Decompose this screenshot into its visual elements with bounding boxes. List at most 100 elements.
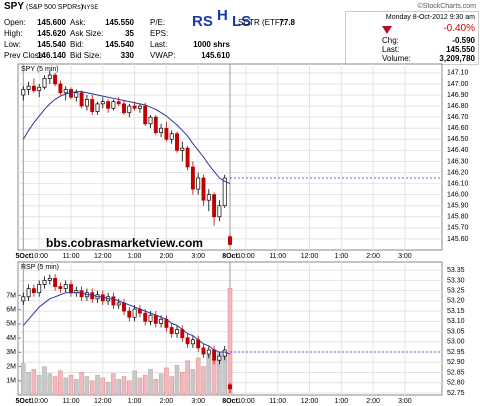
volume-bar <box>201 366 206 396</box>
y-tick-label: 146.80 <box>447 103 469 110</box>
candle-body <box>228 236 232 245</box>
quote-label: SCTR (ETF): <box>238 18 285 27</box>
candle-body <box>180 147 185 151</box>
candle-body <box>206 349 211 355</box>
quote-label: Low: <box>4 40 21 49</box>
candle-body <box>164 127 169 140</box>
quote-value: 145.540 <box>105 40 134 49</box>
candle-body <box>153 314 158 324</box>
y-tick-label: 146.10 <box>447 180 469 187</box>
y-tick-label: 146.50 <box>447 136 469 143</box>
moving-average <box>22 292 231 355</box>
volume-bar <box>63 377 68 396</box>
y2-tick-label: 6M <box>6 306 16 313</box>
candle-body <box>47 278 52 281</box>
y2-tick-label: 4M <box>6 335 16 342</box>
x-tick-label: 12:00 <box>94 398 112 405</box>
quote-label: Last: <box>150 40 168 49</box>
candle-body <box>79 290 84 298</box>
volume-bar <box>185 360 190 396</box>
pattern-part: RS <box>192 13 213 30</box>
candle-body <box>212 194 217 218</box>
volume-bar <box>164 367 169 396</box>
y-tick-label: 52.85 <box>447 369 465 376</box>
quote-label: Ask Size: <box>70 29 104 38</box>
volume-bar <box>121 376 127 396</box>
candle-body <box>190 339 195 345</box>
candle-body <box>63 284 68 289</box>
quote-value: 330 <box>120 51 134 60</box>
quote-label: Ask: <box>70 18 86 27</box>
y-tick-label: 145.70 <box>447 225 469 232</box>
x-tick-label: 11:00 <box>269 253 286 260</box>
y-tick-label: 146.60 <box>447 125 469 132</box>
y-tick-label: 53.30 <box>447 277 465 284</box>
candle-body <box>90 292 95 300</box>
y-tick-label: 53.05 <box>447 328 465 335</box>
volume-bar <box>127 380 132 396</box>
volume-bar <box>195 357 201 396</box>
candle-body <box>31 288 36 294</box>
quote-value: 145.620 <box>37 29 66 38</box>
quote-value: 1000 shrs <box>193 40 230 49</box>
y2-tick-label: 7M <box>6 292 16 299</box>
candle-body <box>79 92 84 107</box>
candle-body <box>159 127 164 133</box>
summary-value: -0.590 <box>452 36 475 45</box>
volume-bar <box>105 381 111 396</box>
y-tick-label: 53.00 <box>447 339 465 346</box>
candle-body <box>143 312 148 322</box>
x-tick-label: 3:00 <box>191 398 205 405</box>
y-tick-label: 145.90 <box>447 203 469 210</box>
candle-body <box>37 284 42 294</box>
down-arrow <box>382 26 392 34</box>
candle-body <box>122 302 126 312</box>
x-tick-label: 1:00 <box>334 398 348 405</box>
x-tick-label: 10:00 <box>30 253 48 260</box>
x-tick-label: 11:00 <box>63 398 80 405</box>
volume-bar <box>111 373 116 396</box>
quote-label: Prev Close: <box>4 51 46 60</box>
quote-value: 146.140 <box>37 51 66 60</box>
volume-bar <box>58 370 63 396</box>
y-tick-label: 52.95 <box>447 349 465 356</box>
quote-label: Bid Size: <box>70 51 102 60</box>
candle-body <box>116 302 121 306</box>
x-tick-label: 10:00 <box>30 398 48 405</box>
volume-bar <box>158 373 164 396</box>
candle-body <box>58 83 63 94</box>
x-tick-label: 12:00 <box>301 253 319 260</box>
candle-body <box>26 85 31 90</box>
candle-body <box>37 86 42 91</box>
quote-value: 35 <box>125 29 134 38</box>
x-tick-label: 3:00 <box>398 398 412 405</box>
quote-label: Bid: <box>70 40 84 49</box>
y2-tick-label: 1M <box>6 378 16 385</box>
x-tick-label: 11:00 <box>269 398 286 405</box>
x-tick-label: 5Oct <box>16 253 32 260</box>
panel-title: SPY (5 min) <box>21 66 59 73</box>
candle-body <box>42 78 47 88</box>
y-tick-label: 53.25 <box>447 287 465 294</box>
y-tick-label: 145.80 <box>447 214 469 221</box>
x-tick-label: 1:00 <box>128 253 142 260</box>
volume-bar <box>211 359 217 396</box>
volume-bar <box>116 379 121 396</box>
y-tick-label: 147.10 <box>447 70 469 77</box>
volume-bar <box>26 371 31 396</box>
volume-bar <box>180 371 185 396</box>
candle-body <box>175 329 179 334</box>
y-tick-label: 146.20 <box>447 169 469 176</box>
pattern-label: RS H LS <box>192 8 251 30</box>
y-tick-label: 52.80 <box>447 380 465 387</box>
candle-body <box>159 318 164 324</box>
candle-body <box>206 194 211 201</box>
candle-body <box>111 296 116 306</box>
volume-bar <box>68 374 74 396</box>
security-name: (S&P 500 SPDRs) <box>26 4 84 11</box>
watermark: bbs.cobrasmarketview.com <box>46 236 203 250</box>
candle-body <box>190 166 195 190</box>
panel-title: RSP (5 min) <box>21 264 59 271</box>
x-tick-label: 12:00 <box>301 398 319 405</box>
